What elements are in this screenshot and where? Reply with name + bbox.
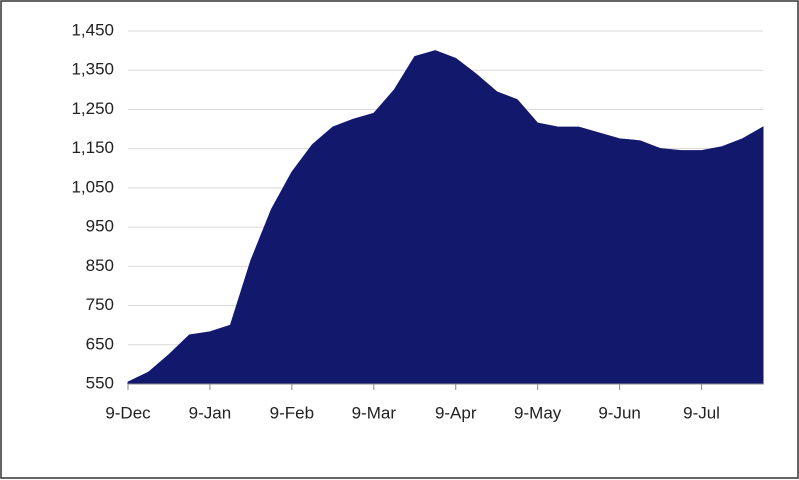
x-tick-label: 9-May [514,403,562,422]
y-tick-label: 1,450 [71,20,114,39]
y-tick-label: 1,050 [71,177,114,196]
y-tick-label: 1,350 [71,60,114,79]
x-tick-label: 9-Jan [189,403,232,422]
y-tick-label: 750 [86,295,114,314]
x-tick-label: 9-Jul [683,403,720,422]
y-tick-label: 1,150 [71,138,114,157]
x-tick-label: 9-Mar [352,403,397,422]
x-tick-label: 9-Feb [270,403,314,422]
y-tick-label: 950 [86,217,114,236]
y-tick-label: 650 [86,334,114,353]
y-tick-label: 550 [86,373,114,392]
area [127,50,764,385]
x-tick-label: 9-Apr [435,403,477,422]
y-tick-label: 1,250 [71,99,114,118]
x-tick-label: 9-Dec [105,403,151,422]
x-tick-label: 9-Jun [598,403,641,422]
y-tick-label: 850 [86,256,114,275]
